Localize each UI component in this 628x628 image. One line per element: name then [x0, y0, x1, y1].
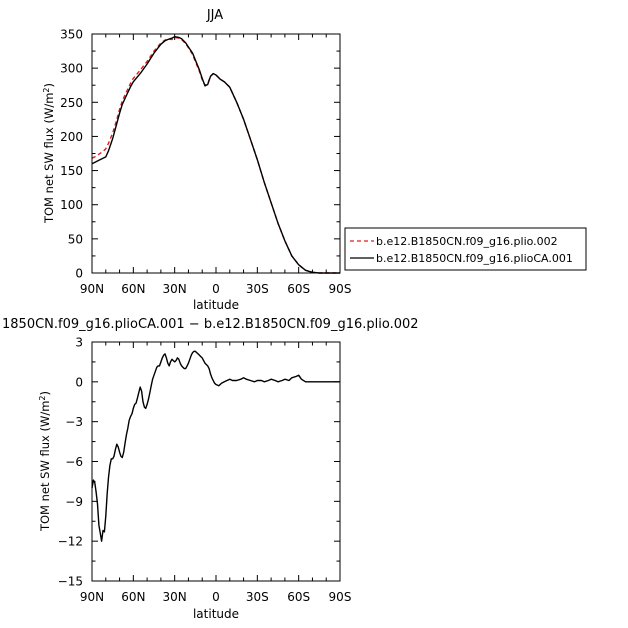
top-series-line-0 [91, 36, 340, 274]
bottom-x-tick-label-3: 0 [212, 590, 220, 604]
top-x-tick-label-1: 60N [121, 282, 145, 296]
bottom-ticks-group: 90N 60N 30N 0 30S 60S 90S 3 0 −3 −6 −9 −12 −15 [58, 336, 352, 605]
top-series-line-1 [91, 36, 340, 274]
bottom-x-tick-label-6: 90S [329, 590, 352, 604]
bottom-y-tick-label-4: −9 [65, 495, 83, 509]
bottom-y-axis-label-sup: 2 [38, 395, 47, 400]
top-y-tick-label-7: 350 [60, 28, 83, 42]
bottom-y-axis-label-base: TOM net SW flux (W/m [38, 401, 52, 532]
bottom-panel: 1850CN.f09_g16.plioCA.001 − b.e12.B1850C… [2, 317, 419, 621]
bottom-y-tick-label-1: 0 [75, 375, 83, 389]
bottom-y-tick-label-5: −12 [58, 535, 83, 549]
bottom-series-line-0 [91, 350, 340, 542]
top-y-tick-label-2: 100 [60, 198, 83, 212]
top-y-axis-label: TOM net SW flux (W/m2) [42, 83, 57, 224]
top-y-axis-label-sup: 2 [42, 87, 51, 92]
bottom-x-tick-label-0: 90N [80, 590, 104, 604]
top-x-tick-label-5: 60S [287, 282, 310, 296]
bottom-x-tick-label-2: 30N [163, 590, 187, 604]
top-y-tick-label-4: 200 [60, 130, 83, 144]
bottom-x-tick-label-5: 60S [287, 590, 310, 604]
top-x-axis-label: latitude [193, 298, 239, 312]
bottom-y-tick-label-3: −6 [65, 455, 83, 469]
bottom-y-tick-label-2: −3 [65, 415, 83, 429]
top-ticks-group: 90N 60N 30N 0 30S 60S 90S 0 50 100 150 200 250 300 350 [60, 28, 351, 297]
bottom-y-tick-label-6: −15 [58, 575, 83, 589]
legend: b.e12.B1850CN.f09_g16.plio.002 b.e12.B18… [344, 227, 587, 271]
bottom-chart-title: 1850CN.f09_g16.plioCA.001 − b.e12.B1850C… [2, 317, 419, 332]
bottom-x-tick-label-4: 30S [246, 590, 269, 604]
top-x-tick-label-3: 0 [212, 282, 220, 296]
bottom-series-group [91, 350, 340, 542]
top-y-tick-label-1: 50 [68, 232, 83, 246]
legend-box [344, 227, 587, 271]
top-chart-title: JJA [206, 8, 223, 23]
top-panel: JJA 90N 60N 30N 0 30S 60S 90S 0 50 100 150 200 250 30… [42, 8, 352, 312]
top-x-tick-label-6: 90S [329, 282, 352, 296]
legend-label-plio: b.e12.B1850CN.f09_g16.plio.002 [376, 235, 558, 248]
legend-label-plioCA: b.e12.B1850CN.f09_g16.plioCA.001 [376, 252, 573, 265]
top-x-tick-label-2: 30N [163, 282, 187, 296]
top-y-axis-label-close: ) [42, 83, 56, 88]
top-series-group [91, 36, 340, 274]
bottom-y-axis-label: TOM net SW flux (W/m2) [38, 391, 53, 532]
top-x-tick-label-4: 30S [246, 282, 269, 296]
top-y-tick-label-3: 150 [60, 164, 83, 178]
top-plot-frame [91, 33, 341, 274]
top-y-tick-label-5: 250 [60, 96, 83, 110]
bottom-y-axis-label-close: ) [38, 391, 52, 396]
bottom-x-tick-label-1: 60N [121, 590, 145, 604]
top-y-tick-label-6: 300 [60, 62, 83, 76]
top-y-tick-label-0: 0 [75, 267, 83, 281]
top-y-axis-label-base: TOM net SW flux (W/m [42, 93, 56, 224]
bottom-y-tick-label-0: 3 [75, 336, 83, 350]
bottom-plot-frame [91, 341, 341, 582]
top-x-tick-label-0: 90N [80, 282, 104, 296]
bottom-x-axis-label: latitude [193, 607, 239, 621]
